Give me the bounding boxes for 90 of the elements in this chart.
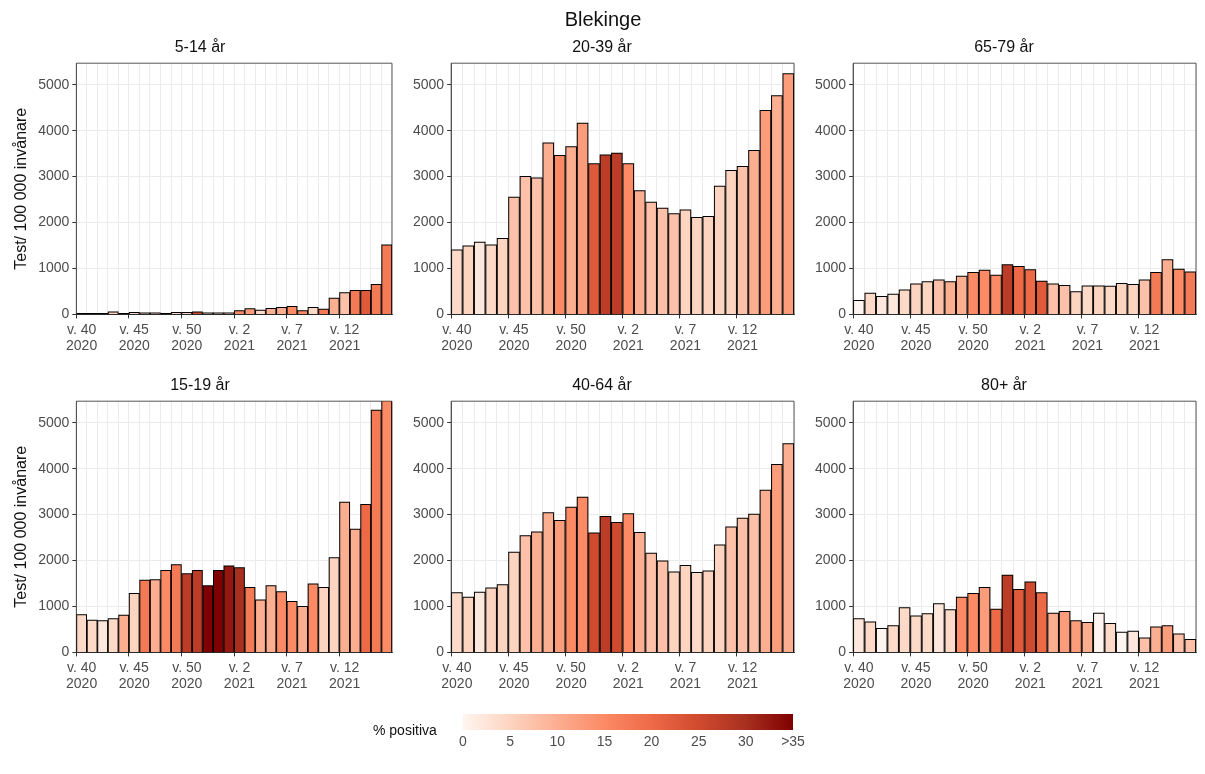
color-bar-label: 30 xyxy=(737,733,755,749)
x-tick-label: v. 12 2021 xyxy=(1128,658,1161,692)
x-tick-label: v. 45 2020 xyxy=(118,320,150,354)
y-tick-label: 0 xyxy=(436,643,445,660)
x-tick-label: v. 7 2021 xyxy=(1071,658,1104,692)
color-bar-label: 0 xyxy=(458,733,468,749)
y-tick-label: 1000 xyxy=(814,259,847,276)
y-tick-label: 1000 xyxy=(814,597,847,614)
x-tick-label: v. 50 2020 xyxy=(957,320,989,354)
x-tick-label: v. 12 2021 xyxy=(329,320,361,354)
y-tick-label: 2000 xyxy=(412,213,445,230)
x-tick-label: v. 40 2020 xyxy=(441,320,473,354)
y-tick-label: 0 xyxy=(838,305,847,322)
y-tick-label: 4000 xyxy=(38,459,70,476)
y-tick-label: 5000 xyxy=(814,413,847,430)
chart-title: 5-14 år xyxy=(174,38,227,56)
color-bar-label: 25 xyxy=(689,733,708,749)
y-axis-title: Test/ 100 000 invånare xyxy=(12,107,30,270)
y-tick-label: 1000 xyxy=(38,597,70,614)
y-tick-label: 5000 xyxy=(38,413,70,430)
y-tick-label: 2000 xyxy=(38,551,70,568)
x-tick-label: v. 2 2021 xyxy=(612,658,645,692)
y-tick-label: 3000 xyxy=(38,505,70,522)
x-tick-label: v. 50 2020 xyxy=(957,658,989,692)
chart-title: 80+ år xyxy=(981,376,1028,394)
y-tick-label: 3000 xyxy=(814,505,847,522)
x-tick-label: v. 7 2021 xyxy=(276,320,308,354)
y-tick-label: 5000 xyxy=(412,75,445,92)
y-tick-label: 5000 xyxy=(38,75,70,92)
x-tick-label: v. 12 2021 xyxy=(1128,320,1161,354)
x-tick-label: v. 2 2021 xyxy=(223,658,256,692)
y-tick-label: 3000 xyxy=(814,167,847,184)
x-tick-label: v. 2 2021 xyxy=(612,320,645,354)
x-tick-label: v. 50 2020 xyxy=(171,658,203,692)
y-tick-label: 0 xyxy=(61,643,70,660)
color-bar-label: 15 xyxy=(595,733,614,749)
x-tick-label: v. 45 2020 xyxy=(118,658,150,692)
y-tick-label: 1000 xyxy=(412,597,445,614)
y-tick-label: 4000 xyxy=(412,459,445,476)
y-tick-label: 5000 xyxy=(814,75,847,92)
y-tick-label: 0 xyxy=(838,643,847,660)
chart-title: 20-39 år xyxy=(572,38,633,56)
x-tick-label: v. 2 2021 xyxy=(223,320,256,354)
y-tick-label: 0 xyxy=(436,305,445,322)
color-bar-title: % positiva xyxy=(373,722,437,738)
x-tick-label: v. 2 2021 xyxy=(1014,320,1047,354)
color-bar-label: 10 xyxy=(548,733,567,749)
y-tick-label: 1000 xyxy=(38,259,70,276)
y-axis-title: Test/ 100 000 invånare xyxy=(12,445,30,608)
x-tick-label: v. 2 2021 xyxy=(1014,658,1047,692)
y-tick-label: 3000 xyxy=(412,167,445,184)
x-tick-label: v. 40 2020 xyxy=(66,320,98,354)
y-tick-label: 2000 xyxy=(38,213,70,230)
y-tick-label: 3000 xyxy=(38,167,70,184)
chart-title: 65-79 år xyxy=(974,38,1035,56)
y-tick-label: 0 xyxy=(61,305,70,322)
x-tick-label: v. 40 2020 xyxy=(441,658,473,692)
y-tick-label: 2000 xyxy=(814,551,847,568)
x-tick-label: v. 7 2021 xyxy=(669,320,702,354)
color-bar-label: 20 xyxy=(642,733,661,749)
chart-title: 40-64 år xyxy=(572,376,633,394)
y-tick-label: 5000 xyxy=(412,413,445,430)
y-tick-label: 4000 xyxy=(814,121,847,138)
y-tick-label: 4000 xyxy=(814,459,847,476)
x-tick-label: v. 7 2021 xyxy=(276,658,308,692)
x-tick-label: v. 40 2020 xyxy=(843,658,875,692)
x-tick-label: v. 50 2020 xyxy=(555,658,587,692)
x-tick-label: v. 40 2020 xyxy=(843,320,875,354)
color-bar-label: 5 xyxy=(505,733,516,749)
x-tick-label: v. 45 2020 xyxy=(900,320,932,354)
y-tick-label: 4000 xyxy=(412,121,445,138)
x-tick-label: v. 45 2020 xyxy=(498,320,530,354)
x-tick-label: v. 45 2020 xyxy=(900,658,932,692)
x-tick-label: v. 50 2020 xyxy=(171,320,203,354)
x-tick-label: v. 12 2021 xyxy=(726,658,759,692)
chart-title: 15-19 år xyxy=(170,376,231,394)
y-tick-label: 2000 xyxy=(814,213,847,230)
x-tick-label: v. 45 2020 xyxy=(498,658,530,692)
color-bar-label: >35 xyxy=(780,733,806,749)
x-tick-label: v. 12 2021 xyxy=(329,658,361,692)
x-tick-label: v. 12 2021 xyxy=(726,320,759,354)
y-tick-label: 2000 xyxy=(412,551,445,568)
y-tick-label: 1000 xyxy=(412,259,445,276)
x-tick-label: v. 50 2020 xyxy=(555,320,587,354)
x-tick-label: v. 40 2020 xyxy=(66,658,98,692)
x-tick-label: v. 7 2021 xyxy=(669,658,702,692)
y-tick-label: 3000 xyxy=(412,505,445,522)
x-tick-label: v. 7 2021 xyxy=(1071,320,1104,354)
y-tick-label: 4000 xyxy=(38,121,70,138)
text: Blekinge xyxy=(563,8,643,32)
